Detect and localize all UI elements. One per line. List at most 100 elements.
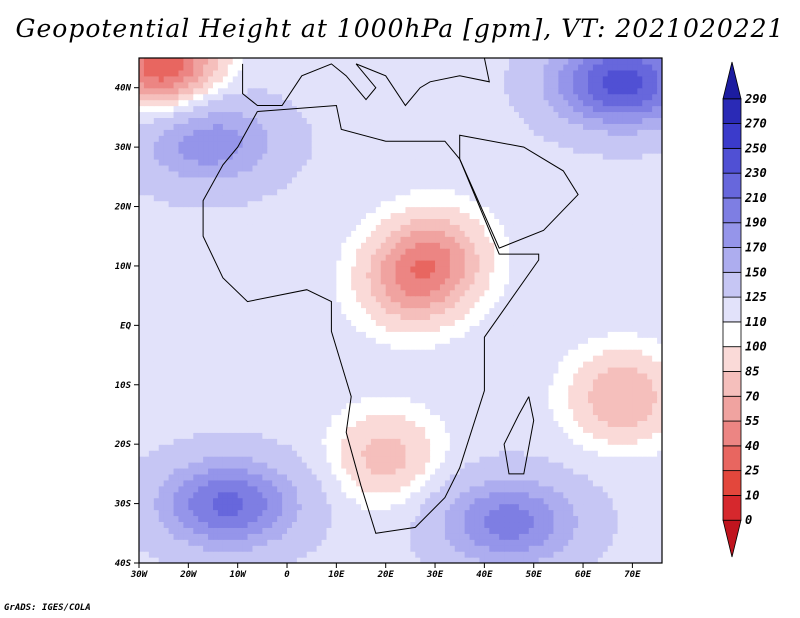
- field-cell: [385, 438, 392, 445]
- field-cell: [291, 551, 298, 558]
- field-cell: [597, 509, 604, 517]
- field-cell: [356, 307, 362, 315]
- field-cell: [287, 349, 293, 356]
- field-cell: [602, 527, 609, 534]
- field-cell: [198, 438, 204, 445]
- field-cell: [306, 551, 313, 558]
- field-cell: [143, 557, 150, 563]
- field-cell: [203, 337, 209, 344]
- field-cell: [203, 479, 209, 487]
- field-cell: [287, 467, 293, 475]
- field-cell: [538, 378, 545, 386]
- field-cell: [449, 462, 456, 469]
- field-cell: [642, 307, 648, 315]
- field-cell: [222, 295, 229, 303]
- field-cell: [375, 349, 382, 356]
- field-cell: [464, 337, 471, 344]
- field-cell: [365, 521, 372, 528]
- field-cell: [430, 355, 436, 362]
- field-cell: [612, 313, 619, 321]
- field-cell: [592, 355, 599, 362]
- field-cell: [331, 313, 337, 321]
- field-cell: [509, 355, 515, 362]
- field-cell: [213, 539, 219, 546]
- field-cell: [173, 551, 180, 558]
- field-cell: [158, 384, 165, 392]
- field-cell: [642, 420, 648, 427]
- field-cell: [198, 485, 204, 493]
- field-cell: [282, 485, 288, 493]
- field-cell: [592, 390, 599, 398]
- field-cell: [168, 408, 175, 416]
- field-cell: [449, 509, 456, 517]
- field-cell: [642, 551, 648, 558]
- field-cell: [563, 331, 569, 338]
- field-cell: [410, 491, 416, 499]
- field-cell: [459, 479, 466, 487]
- field-cell: [178, 349, 184, 356]
- field-cell: [301, 408, 308, 416]
- field-cell: [217, 384, 224, 392]
- field-cell: [415, 301, 421, 309]
- field-cell: [543, 491, 550, 499]
- field-cell: [444, 527, 451, 534]
- field-cell: [148, 551, 155, 558]
- field-cell: [430, 402, 436, 410]
- field-cell: [454, 444, 461, 451]
- field-cell: [301, 450, 308, 457]
- field-cell: [395, 515, 402, 523]
- field-cell: [188, 479, 194, 487]
- field-cell: [356, 485, 362, 493]
- field-cell: [647, 396, 653, 404]
- field-cell: [637, 361, 643, 368]
- field-cell: [444, 479, 451, 487]
- field-cell: [341, 456, 347, 463]
- field-cell: [370, 491, 377, 499]
- field-cell: [158, 557, 165, 563]
- field-cell: [139, 283, 145, 291]
- field-cell: [587, 551, 594, 558]
- field-cell: [139, 301, 145, 309]
- field-cell: [331, 331, 337, 338]
- field-cell: [158, 462, 165, 469]
- field-cell: [227, 366, 234, 374]
- field-cell: [652, 295, 658, 303]
- field-cell: [287, 491, 293, 499]
- field-cell: [326, 473, 333, 481]
- field-cell: [173, 325, 180, 332]
- field-cell: [158, 396, 165, 404]
- field-cell: [543, 337, 550, 344]
- field-cell: [538, 450, 545, 457]
- field-cell: [188, 408, 194, 416]
- field-cell: [499, 497, 505, 505]
- field-cell: [336, 420, 342, 427]
- field-cell: [395, 539, 402, 546]
- field-cell: [400, 521, 407, 528]
- field-cell: [652, 432, 658, 439]
- field-cell: [257, 319, 263, 326]
- field-cell: [143, 432, 150, 439]
- field-cell: [188, 378, 194, 386]
- field-cell: [400, 426, 407, 433]
- field-cell: [479, 557, 485, 563]
- field-cell: [227, 473, 234, 481]
- field-cell: [242, 289, 249, 297]
- field-cell: [652, 497, 658, 505]
- field-cell: [356, 396, 362, 404]
- field-cell: [158, 467, 165, 475]
- field-cell: [553, 485, 559, 493]
- field-cell: [523, 557, 530, 563]
- field-cell: [301, 533, 308, 540]
- field-cell: [435, 515, 441, 523]
- field-cell: [168, 402, 175, 410]
- field-cell: [617, 361, 624, 368]
- field-cell: [257, 515, 263, 523]
- field-cell: [637, 366, 643, 374]
- field-cell: [257, 361, 263, 368]
- field-cell: [597, 545, 604, 552]
- field-cell: [439, 319, 446, 326]
- field-cell: [272, 307, 278, 315]
- field-cell: [430, 462, 436, 469]
- field-cell: [361, 533, 367, 540]
- field-cell: [538, 503, 545, 511]
